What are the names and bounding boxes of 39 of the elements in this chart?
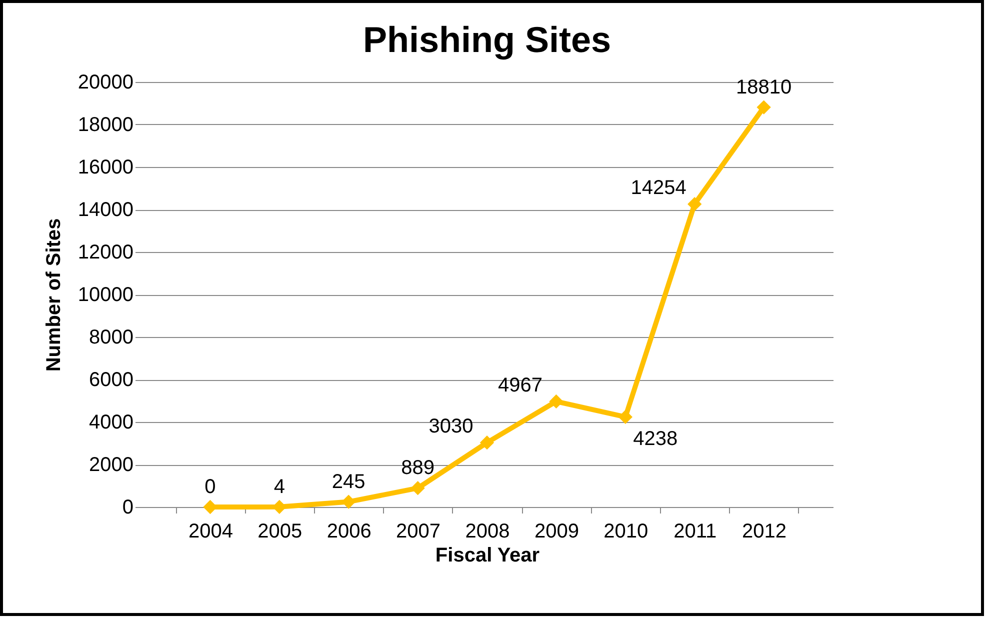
y-tick-label: 8000 xyxy=(89,326,134,348)
y-tick-label: 12000 xyxy=(78,242,134,264)
point xyxy=(688,197,702,212)
y-tick-label: 16000 xyxy=(78,156,134,178)
data-label: 4967 xyxy=(498,374,542,396)
y-tick-label: 2000 xyxy=(89,454,134,476)
data-label: 4 xyxy=(274,476,285,498)
y-tick-label: 6000 xyxy=(89,369,134,391)
y-tick-label: 4000 xyxy=(89,412,134,434)
x-tick-label: 2006 xyxy=(326,520,372,542)
x-tick-label: 2009 xyxy=(534,520,579,542)
point xyxy=(549,394,564,409)
x-tick-label: 2007 xyxy=(396,520,441,542)
x-tick-label: 2005 xyxy=(258,520,302,542)
x-tick-label: 2008 xyxy=(465,520,510,542)
data-label: 4238 xyxy=(633,428,678,450)
x-axis-title: Fiscal Year xyxy=(435,544,540,566)
point xyxy=(480,436,494,450)
point xyxy=(756,100,771,114)
x-tick-label: 2012 xyxy=(742,520,787,542)
y-tick-label: 0 xyxy=(122,496,134,518)
data-label: 0 xyxy=(204,476,216,498)
y-tick-label: 18000 xyxy=(78,114,134,136)
chart-title: Phishing Sites xyxy=(362,19,612,60)
data-label: 3030 xyxy=(428,416,474,438)
x-tick-label: 2011 xyxy=(674,520,717,542)
x-tick-label: 2004 xyxy=(188,520,233,542)
y-axis-title: Number of Sites xyxy=(42,218,65,372)
y-tick-label: 20000 xyxy=(78,72,134,94)
y-tick-label: 14000 xyxy=(78,199,134,221)
point xyxy=(410,481,425,496)
data-label: 245 xyxy=(332,470,366,493)
data-label: 889 xyxy=(401,457,434,480)
y-tick-label: 10000 xyxy=(78,284,134,306)
point xyxy=(618,410,632,424)
data-label: 18810 xyxy=(736,76,792,98)
x-tick-label: 2010 xyxy=(604,520,648,542)
data-label: 14254 xyxy=(630,177,686,200)
point xyxy=(342,494,356,509)
